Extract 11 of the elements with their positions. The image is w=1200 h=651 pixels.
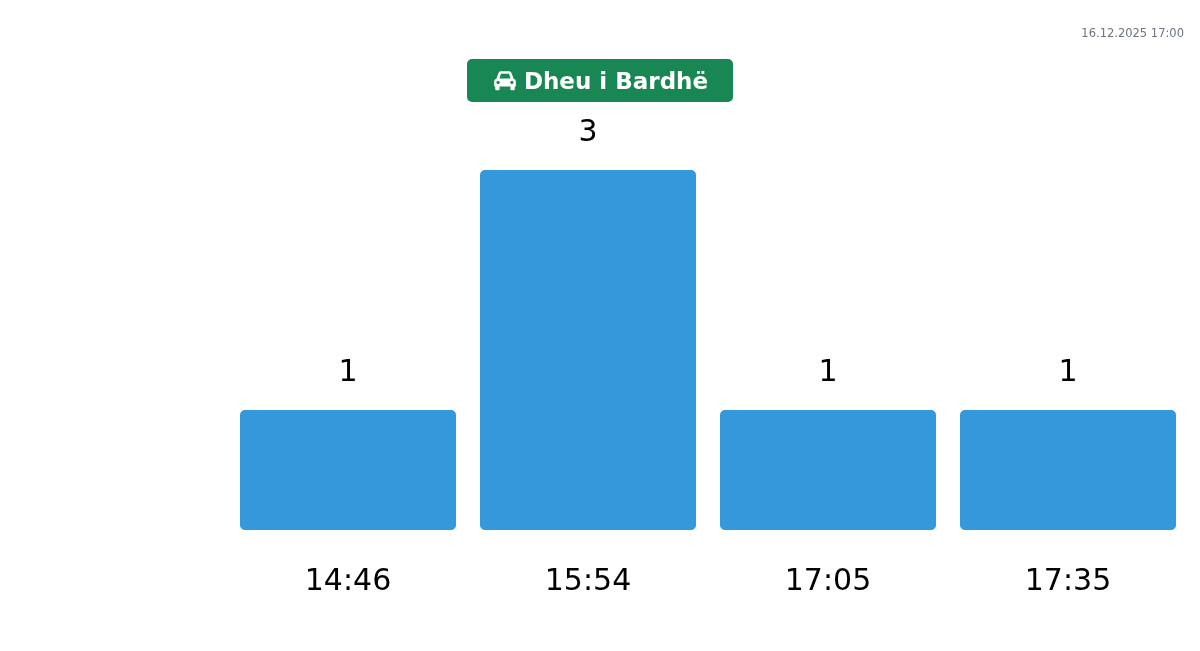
data-label: 1 — [818, 353, 838, 388]
data-label: 3 — [578, 113, 598, 148]
x-tick-label: 17:05 — [784, 561, 872, 597]
text: 16.12.2025 17:00 — [1081, 26, 1184, 40]
x-tick-label: 15:54 — [544, 561, 632, 597]
x-tick-label: 17:35 — [1024, 561, 1112, 597]
chart-title: Dheu i Bardhë — [523, 67, 709, 94]
data-label: 1 — [1058, 353, 1078, 388]
title-badge: Dheu i Bardhë — [467, 59, 733, 102]
x-tick-label: 14:46 — [304, 561, 392, 597]
data-label: 1 — [338, 353, 358, 388]
